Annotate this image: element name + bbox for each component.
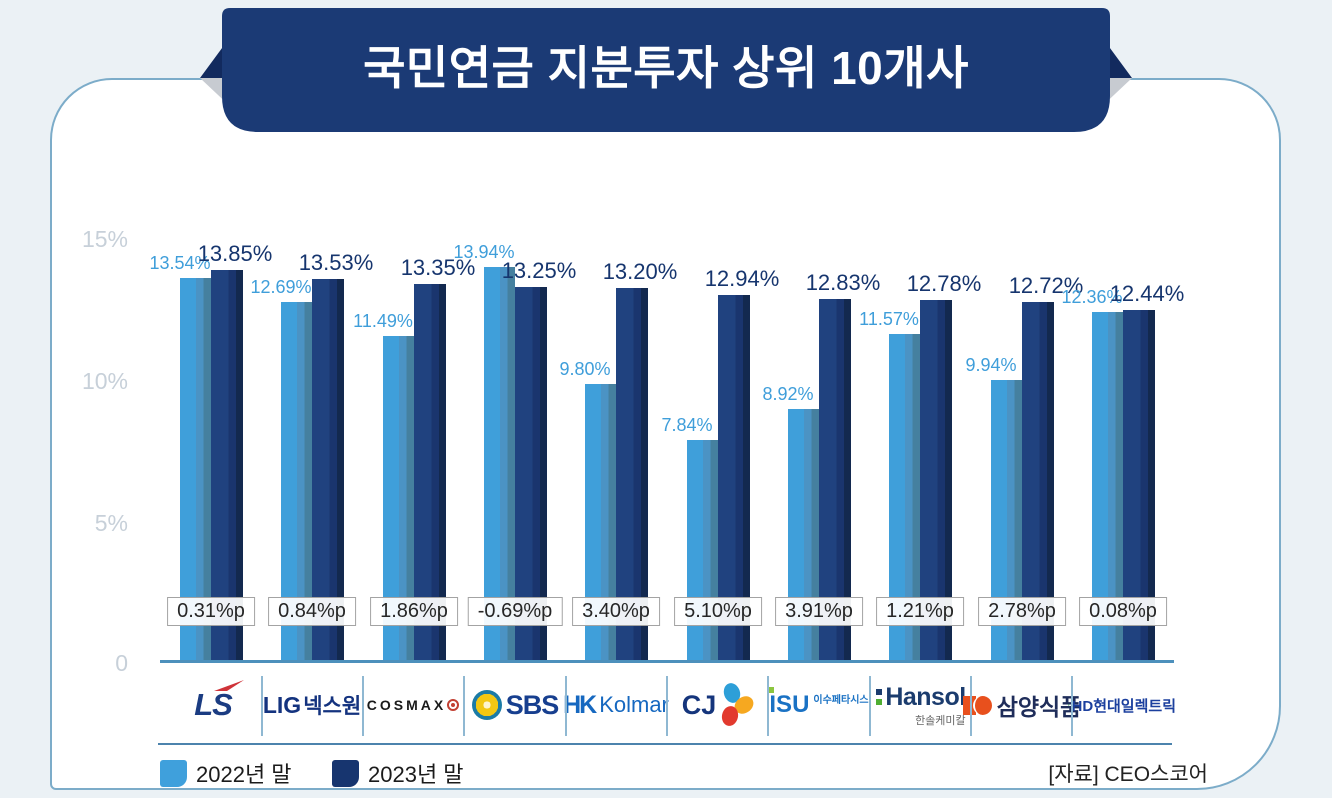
- value-label-2022-9: 12.36%: [1061, 287, 1123, 307]
- delta-badge-2: 1.86%p: [370, 597, 458, 626]
- bar-2023-0: [211, 270, 243, 662]
- cosmax-seal-icon: [447, 699, 460, 711]
- chart-card: [50, 78, 1281, 790]
- logo-hansol: Hansol 한솔케미칼: [867, 674, 975, 736]
- delta-badge-1: 0.84%p: [268, 597, 356, 626]
- hansol-colon-icon: [876, 689, 883, 705]
- isu-korean-wordmark: 이수페타시스: [813, 694, 869, 706]
- value-label-2022-8: 9.94%: [965, 355, 1017, 375]
- lig-korean-wordmark: 넥스원: [303, 695, 362, 718]
- legend-label-2022: 2022년 말: [196, 762, 292, 787]
- value-label-2023-4: 13.20%: [602, 259, 678, 284]
- value-label-2022-0: 13.54%: [149, 253, 211, 273]
- value-label-2023-1: 13.53%: [298, 250, 374, 275]
- isu-leaf-icon: [767, 687, 775, 693]
- logo-divider: [767, 676, 769, 736]
- value-label-2023-2: 13.35%: [400, 255, 476, 280]
- ls-arrow-icon: [213, 680, 244, 691]
- logo-ls: LS: [159, 674, 267, 736]
- isu-wordmark: ISU: [767, 687, 809, 719]
- value-label-2023-3: 13.25%: [501, 258, 577, 283]
- title-banner: 국민연금 지분투자 상위 10개사: [200, 6, 1132, 136]
- logo-divider: [666, 676, 668, 736]
- y-tick-10: 10%: [81, 368, 128, 394]
- lig-wordmark: LIG: [262, 691, 302, 718]
- value-label-2022-5: 7.84%: [661, 415, 713, 435]
- y-tick-5: 5%: [94, 510, 128, 536]
- delta-badge-8: 2.78%p: [978, 597, 1066, 626]
- delta-badge-9: 0.08%p: [1079, 597, 1167, 626]
- legend-item-2023: 2023년 말: [332, 757, 464, 789]
- legend-item-2022: 2022년 말: [160, 757, 292, 789]
- logo-samyang: 삼양식품: [962, 674, 1081, 736]
- value-label-2022-2: 11.49%: [353, 311, 413, 331]
- logo-sbs: SBS: [461, 674, 569, 736]
- value-label-2022-6: 8.92%: [762, 384, 814, 404]
- samyang-mark-icon: [962, 695, 992, 715]
- kolmar-wordmark: Kolmar: [599, 692, 669, 717]
- hk-symbol: HK: [563, 690, 597, 719]
- logo-cosmax: COSMAX: [359, 674, 467, 736]
- delta-badge-3: -0.69%p: [467, 597, 563, 626]
- value-label-2022-1: 12.69%: [250, 277, 312, 297]
- samyang-wordmark: 삼양식품: [996, 694, 1082, 720]
- hansol-wordmark: Hansol: [885, 682, 966, 711]
- value-label-2022-4: 9.80%: [559, 359, 611, 379]
- bar-2022-3: [484, 267, 515, 662]
- logo-divider: [261, 676, 263, 736]
- delta-badge-5: 5.10%p: [674, 597, 762, 626]
- logo-divider: [869, 676, 871, 736]
- logo-divider: [565, 676, 567, 736]
- logo-hd-hyundai-electric: HD현대일렉트릭: [1068, 674, 1176, 736]
- logo-divider: [1071, 676, 1073, 736]
- page-title: 국민연금 지분투자 상위 10개사: [363, 42, 969, 94]
- bar-2022-5: [687, 440, 718, 662]
- value-label-2023-9: 12.44%: [1109, 281, 1185, 306]
- value-label-2023-8: 12.72%: [1008, 273, 1084, 298]
- logo-cj: CJ: [664, 674, 772, 736]
- hansol-korean-wordmark: 한솔케미칼: [915, 714, 966, 727]
- delta-badge-7: 1.21%p: [876, 597, 964, 626]
- source-credit: [자료] CEO스코어: [1048, 763, 1208, 786]
- legend-swatch-2023: [332, 759, 359, 787]
- cj-blossom-icon: [722, 683, 754, 726]
- delta-badge-6: 3.91%p: [775, 597, 863, 626]
- legend-divider: [158, 743, 1172, 745]
- value-label-2022-3: 13.94%: [453, 242, 515, 262]
- value-label-2022-7: 11.57%: [859, 309, 919, 329]
- y-tick-0: 0: [115, 650, 128, 676]
- logo-lig-nex1: LIG 넥스원: [258, 674, 366, 736]
- hd-wordmark: HD현대일렉트릭: [1071, 697, 1176, 715]
- logo-divider: [362, 676, 364, 736]
- x-axis-line: [160, 660, 1174, 663]
- delta-badge-0: 0.31%p: [167, 597, 255, 626]
- ls-wordmark: LS: [194, 687, 233, 722]
- value-label-2023-0: 13.85%: [197, 241, 273, 266]
- value-label-2023-5: 12.94%: [704, 266, 780, 291]
- sbs-wordmark: SBS: [505, 689, 560, 720]
- logo-hk-kolmar: HK Kolmar: [562, 674, 670, 736]
- value-label-2023-7: 12.78%: [906, 271, 982, 296]
- logo-divider: [970, 676, 972, 736]
- value-label-2023-6: 12.83%: [805, 270, 881, 295]
- legend-swatch-2022: [160, 759, 187, 787]
- cosmax-wordmark: COSMAX: [366, 697, 447, 713]
- cj-wordmark: CJ: [681, 689, 717, 720]
- delta-badge-4: 3.40%p: [572, 597, 660, 626]
- logo-isu-petasys: ISU 이수페타시스: [765, 674, 873, 736]
- hd-chevron-icon: [1068, 703, 1070, 707]
- logo-divider: [463, 676, 465, 736]
- legend-label-2023: 2023년 말: [368, 762, 464, 787]
- ribbon-shape: [200, 8, 1132, 132]
- sbs-circle-icon: [471, 690, 502, 720]
- y-tick-15: 15%: [81, 226, 128, 252]
